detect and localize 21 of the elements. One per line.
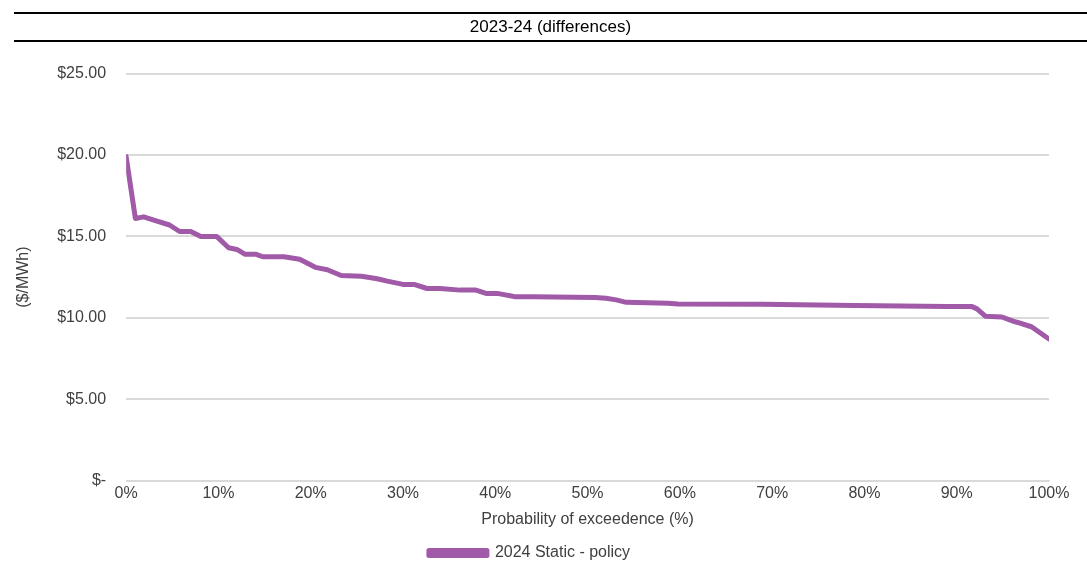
y-tick-label: $-: [91, 471, 107, 489]
y-tick-label: $15.00: [57, 226, 107, 244]
x-tick-label: 50%: [571, 483, 604, 501]
x-tick-label: 20%: [294, 483, 327, 501]
legend-label: 2024 Static - policy: [494, 543, 631, 561]
y-tick-label: $10.00: [57, 308, 107, 326]
x-tick-label: 100%: [1028, 483, 1070, 501]
x-tick-label: 0%: [114, 483, 138, 501]
x-tick-label: 70%: [756, 483, 789, 501]
x-tick-label: 40%: [479, 483, 512, 501]
y-tick-label: $20.00: [57, 145, 107, 163]
x-tick-label: 80%: [848, 483, 881, 501]
x-tick-label: 10%: [202, 483, 235, 501]
x-axis-title: Probability of exceedence (%): [481, 509, 694, 527]
x-tick-label: 60%: [663, 483, 696, 501]
y-tick-label: $5.00: [66, 389, 107, 407]
chart-title: 2023-24 (differences): [14, 12, 1087, 42]
x-tick-label: 30%: [386, 483, 420, 501]
y-axis-title: ($/MWh): [14, 246, 32, 308]
x-tick-label: 90%: [940, 483, 973, 501]
y-tick-label: $25.00: [57, 64, 107, 82]
